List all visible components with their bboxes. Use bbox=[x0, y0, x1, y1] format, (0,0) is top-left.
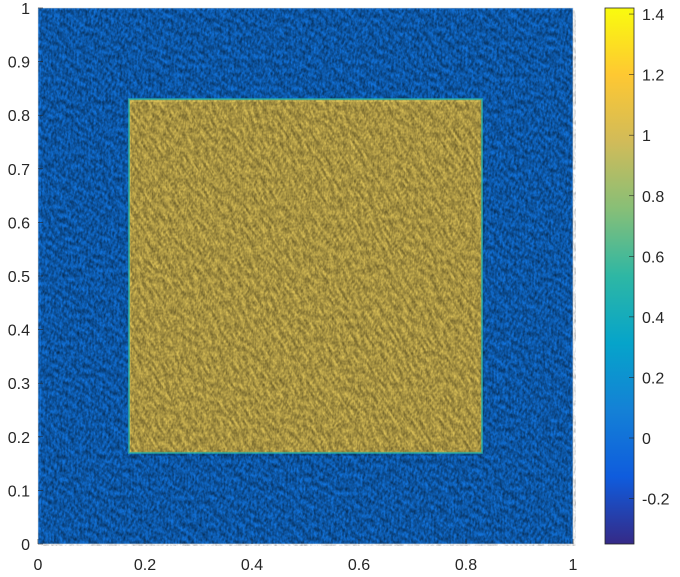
y-tick-label: 0 bbox=[21, 537, 30, 554]
y-tick-label: 0.3 bbox=[8, 376, 30, 393]
x-tick-label: 0.2 bbox=[134, 557, 156, 574]
y-tick-label: 0.1 bbox=[8, 483, 30, 500]
colorbar-bar bbox=[604, 7, 635, 545]
x-tick-label: 1 bbox=[569, 557, 578, 574]
colorbar-tick-label: 0 bbox=[642, 431, 651, 448]
colorbar: -0.2 0 0.2 0.4 0.6 0.8 1 1.2 1.4 bbox=[604, 7, 670, 545]
y-tick-label: 0.6 bbox=[8, 215, 30, 232]
plot-area bbox=[37, 7, 576, 546]
y-tick-label: 0.4 bbox=[8, 323, 30, 340]
colorbar-ticks: -0.2 0 0.2 0.4 0.6 0.8 1 1.2 1.4 bbox=[629, 7, 670, 509]
x-tick-label: 0.4 bbox=[241, 557, 263, 574]
square-edge bbox=[127, 98, 484, 454]
colorbar-tick-label: 1.4 bbox=[642, 7, 664, 24]
y-tick-label: 0.8 bbox=[8, 108, 30, 125]
y-tick-label: 0.9 bbox=[8, 55, 30, 72]
y-axis: 0 0.1 0.2 0.3 0.4 0.5 0.6 0.7 0.8 0.9 1 bbox=[8, 1, 43, 554]
heatmap-square-noise-green bbox=[130, 102, 485, 456]
colorbar-tick-label: 1.2 bbox=[642, 68, 664, 85]
x-tick-label: 0.8 bbox=[455, 557, 477, 574]
y-tick-label: 1 bbox=[21, 1, 30, 18]
x-axis: 0 0.2 0.4 0.6 0.8 1 bbox=[34, 539, 578, 574]
y-tick-label: 0.2 bbox=[8, 430, 30, 447]
y-tick-label: 0.7 bbox=[8, 162, 30, 179]
colorbar-tick-label: -0.2 bbox=[642, 492, 670, 509]
colorbar-tick-label: 1 bbox=[642, 128, 651, 145]
colorbar-tick-label: 0.4 bbox=[642, 310, 664, 327]
x-tick-label: 0.6 bbox=[348, 557, 370, 574]
colorbar-tick-label: 0.8 bbox=[642, 189, 664, 206]
y-tick-label: 0.5 bbox=[8, 269, 30, 286]
x-tick-label: 0 bbox=[34, 557, 43, 574]
colorbar-tick-label: 0.6 bbox=[642, 249, 664, 266]
colorbar-tick-label: 0.2 bbox=[642, 370, 664, 387]
